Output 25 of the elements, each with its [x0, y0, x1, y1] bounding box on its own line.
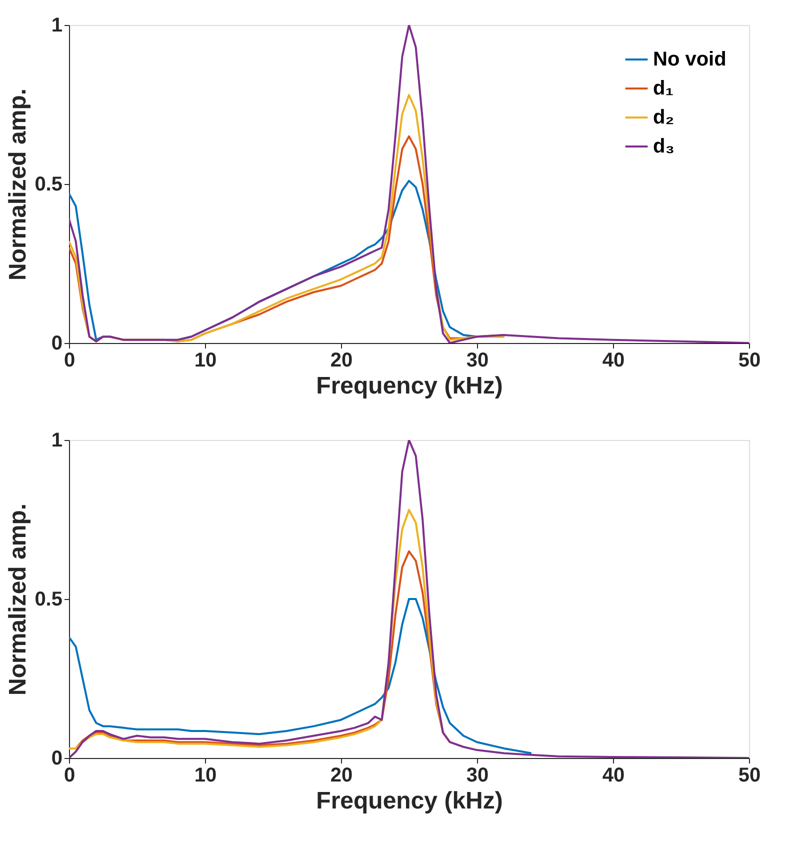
legend-label: d₁: [653, 78, 674, 100]
y-tick-label: 1: [51, 430, 62, 452]
y-axis-title: Normalized amp.: [4, 503, 32, 696]
y-tick-label: 0.5: [34, 174, 62, 196]
x-tick-label: 50: [738, 764, 761, 786]
x-tick-label: 40: [602, 350, 625, 372]
x-axis-title: Frequency (kHz): [316, 372, 503, 400]
x-tick-label: 20: [330, 764, 353, 786]
legend-label: No void: [653, 48, 726, 70]
x-tick-label: 30: [466, 764, 489, 786]
x-tick-label: 30: [466, 350, 489, 372]
y-tick-label: 0.5: [34, 588, 62, 610]
y-axis-title: Normalized amp.: [4, 88, 32, 281]
x-tick-label: 40: [602, 764, 625, 786]
x-tick-label: 10: [194, 764, 217, 786]
x-tick-label: 10: [194, 350, 217, 372]
y-tick-label: 1: [51, 14, 62, 36]
y-tick-label: 0: [51, 748, 62, 770]
x-tick-label: 20: [330, 350, 353, 372]
legend-label: d₂: [653, 106, 674, 128]
y-tick-label: 0: [51, 332, 62, 354]
legend-label: d₃: [653, 136, 674, 158]
x-tick-label: 50: [738, 350, 761, 372]
x-axis-title: Frequency (kHz): [316, 788, 503, 814]
line-series: [69, 598, 532, 754]
